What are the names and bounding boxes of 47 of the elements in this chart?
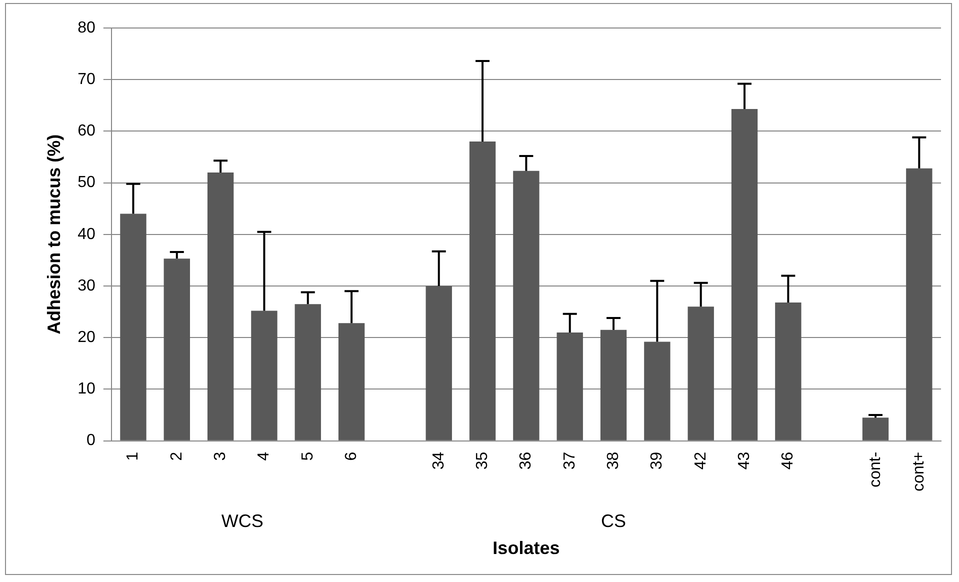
bar — [164, 258, 190, 440]
x-tick-label: 34 — [430, 452, 448, 470]
x-tick-label: 37 — [561, 452, 578, 470]
bar — [251, 310, 278, 440]
bar — [469, 142, 496, 440]
y-tick-label: 0 — [86, 432, 96, 450]
bar — [731, 109, 758, 440]
x-tick-label: 5 — [299, 452, 316, 461]
x-tick-label: 2 — [168, 452, 186, 461]
x-tick-label: 43 — [736, 452, 753, 470]
y-tick-label: 70 — [78, 71, 96, 88]
text: WCS — [221, 510, 264, 531]
bar — [644, 342, 670, 440]
x-tick-label: 46 — [780, 452, 797, 470]
y-tick-label: 10 — [78, 380, 96, 398]
y-axis-title: Adhesion to mucus (%) — [44, 134, 64, 334]
y-tick-label: 20 — [78, 329, 96, 346]
bar — [120, 214, 146, 440]
bar — [556, 332, 583, 440]
x-tick-label: 39 — [648, 452, 666, 470]
text: CS — [601, 510, 626, 531]
bar — [906, 168, 932, 440]
x-tick-label: 38 — [604, 452, 622, 470]
x-tick-label: 6 — [342, 452, 360, 461]
x-axis-title: Isolates — [492, 538, 560, 558]
bar — [207, 172, 234, 440]
y-tick-label: 80 — [78, 19, 96, 36]
y-tick-label: 40 — [78, 226, 96, 243]
x-tick-label: 42 — [692, 452, 710, 470]
bar — [862, 418, 889, 440]
bar — [688, 306, 714, 440]
x-tick-label: 1 — [124, 452, 142, 461]
bar — [600, 330, 627, 440]
x-tick-label: cont- — [866, 452, 884, 488]
bar — [513, 170, 540, 440]
bar — [294, 304, 321, 440]
bar — [775, 302, 802, 440]
y-tick-label: 60 — [78, 122, 96, 140]
y-tick-label: 50 — [78, 174, 96, 192]
x-tick-label: cont+ — [910, 452, 928, 492]
y-tick-label: 30 — [78, 277, 96, 294]
x-tick-label: 36 — [518, 452, 535, 470]
x-tick-label: 35 — [474, 452, 491, 470]
bar — [426, 286, 452, 440]
x-tick-label: 3 — [212, 452, 229, 461]
x-tick-label: 4 — [256, 452, 273, 461]
bar — [338, 323, 365, 440]
